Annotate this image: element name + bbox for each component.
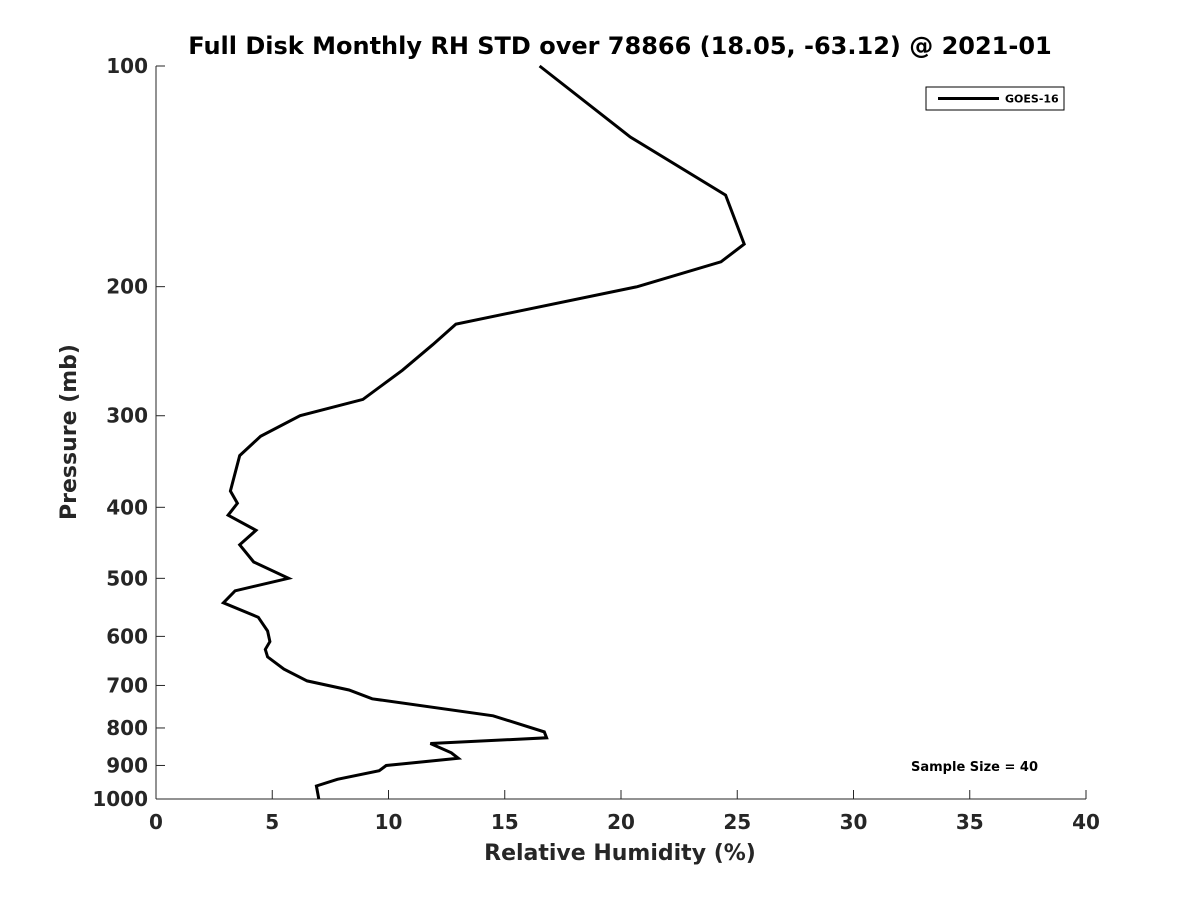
sample-size-annotation: Sample Size = 40 xyxy=(911,760,1038,775)
x-tick-label: 35 xyxy=(956,810,984,834)
x-tick-label: 25 xyxy=(723,810,751,834)
y-tick-label: 200 xyxy=(106,275,148,299)
x-tick-label: 0 xyxy=(149,810,163,834)
x-tick-label: 5 xyxy=(265,810,279,834)
y-tick-label: 300 xyxy=(106,404,148,428)
y-axis-label: Pressure (mb) xyxy=(57,344,82,520)
y-tick-label: 1000 xyxy=(92,787,148,811)
x-axis-label: Relative Humidity (%) xyxy=(484,841,756,866)
y-tick-label: 500 xyxy=(106,566,148,590)
series-line-goes-16 xyxy=(220,64,746,800)
x-tick-label: 10 xyxy=(375,810,403,834)
x-tick-label: 40 xyxy=(1072,810,1100,834)
y-tick-label: 400 xyxy=(106,495,148,519)
x-tick-label: 30 xyxy=(840,810,868,834)
legend-label-goes16: GOES-16 xyxy=(1005,93,1059,106)
plot-area: 0 5 10 15 20 25 30 35 40 100 200 300 400 500 600 700 800… xyxy=(92,54,1100,834)
x-tick-label: 15 xyxy=(491,810,519,834)
chart-title: Full Disk Monthly RH STD over 78866 (18.… xyxy=(188,32,1051,60)
y-tick-label: 700 xyxy=(106,673,148,697)
x-tick-label: 20 xyxy=(607,810,635,834)
y-tick-label: 800 xyxy=(106,716,148,740)
y-tick-label: 600 xyxy=(106,624,148,648)
y-tick-label: 100 xyxy=(106,54,148,78)
y-tick-label: 900 xyxy=(106,753,148,777)
legend: GOES-16 xyxy=(925,86,1065,111)
